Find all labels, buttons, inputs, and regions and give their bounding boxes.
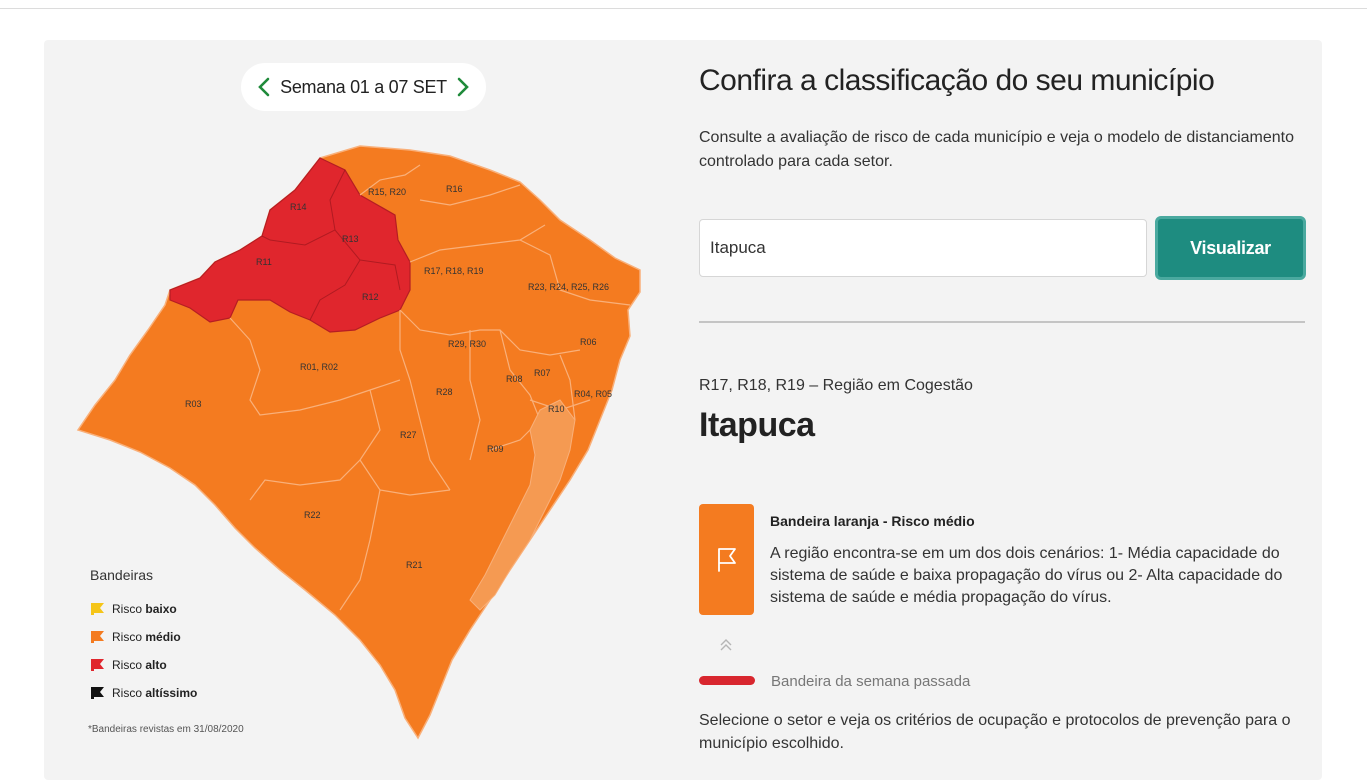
- sector-instruction-text: Selecione o setor e veja os critérios de…: [699, 712, 1291, 752]
- map-region-red: [169, 157, 411, 333]
- map-label: R08: [506, 374, 523, 384]
- legend-prefix: Risco: [112, 658, 143, 672]
- legend-title: Bandeiras: [90, 567, 154, 583]
- map-label: R10: [548, 404, 565, 414]
- flag-title: Bandeira laranja - Risco médio: [770, 513, 975, 529]
- map-label: R17, R18, R19: [424, 266, 484, 276]
- map-labels: R14 R13 R11 R12 R15, R20 R16 R17, R18, R…: [185, 184, 612, 570]
- map-label: R06: [580, 337, 597, 347]
- map-label: R14: [290, 202, 307, 212]
- map-label: R07: [534, 368, 551, 378]
- page-description: Consulte a avaliação de risco de cada mu…: [699, 129, 1295, 170]
- map-borders: [229, 164, 631, 611]
- legend-prefix: Risco: [112, 686, 143, 700]
- section-divider: [699, 321, 1305, 323]
- flag-badge: [699, 504, 754, 615]
- legend-item-altissimo: Risco altíssimo: [90, 679, 197, 707]
- chevron-left-icon[interactable]: [253, 76, 275, 98]
- map-label: R12: [362, 292, 379, 302]
- map-label: R21: [406, 560, 423, 570]
- previous-week-label: Bandeira da semana passada: [771, 673, 971, 690]
- legend-level: médio: [145, 630, 181, 644]
- flag-icon: [91, 631, 104, 643]
- flag-outline-icon: [717, 547, 736, 572]
- map-red-borders: [261, 169, 401, 321]
- top-divider: [0, 8, 1367, 9]
- flag-description: A região encontra-se em um dos dois cená…: [770, 545, 1283, 606]
- chevron-right-icon[interactable]: [452, 76, 474, 98]
- legend-item-baixo: Risco baixo: [90, 595, 197, 623]
- map-label: R16: [446, 184, 463, 194]
- previous-week-flag-bar: [699, 676, 755, 685]
- map-label: R27: [400, 430, 417, 440]
- map-label: R13: [342, 234, 359, 244]
- legend-level: altíssimo: [145, 686, 198, 700]
- map-label: R23, R24, R25, R26: [528, 282, 609, 292]
- flag-icon: [91, 603, 104, 615]
- region-line: R17, R18, R19 – Região em Cogestão: [699, 377, 973, 394]
- legend-item-medio: Risco médio: [90, 623, 197, 651]
- map-label: R09: [487, 444, 504, 454]
- legend-prefix: Risco: [112, 630, 143, 644]
- flag-icon: [91, 659, 104, 671]
- map-label: R29, R30: [448, 339, 486, 349]
- double-chevron-up-icon[interactable]: [717, 636, 735, 659]
- map-label: R04, R05: [574, 389, 612, 399]
- legend-item-alto: Risco alto: [90, 651, 197, 679]
- map-label: R15, R20: [368, 187, 406, 197]
- legend-prefix: Risco: [112, 602, 143, 616]
- map-label: R01, R02: [300, 362, 338, 372]
- map-lagoon: [469, 399, 576, 611]
- flag-icon: [91, 687, 104, 699]
- week-selector: Semana 01 a 07 SET: [241, 63, 486, 111]
- legend-level: alto: [145, 658, 167, 672]
- rs-risk-map: R14 R13 R11 R12 R15, R20 R16 R17, R18, R…: [76, 145, 641, 740]
- visualizar-button[interactable]: Visualizar: [1155, 216, 1306, 280]
- legend-level: baixo: [145, 602, 177, 616]
- map-legend: Bandeiras Risco baixo Risco médio Risco …: [90, 567, 197, 707]
- week-label: Semana 01 a 07 SET: [280, 76, 447, 97]
- city-name: Itapuca: [699, 406, 815, 444]
- legend-footnote: *Bandeiras revistas em 31/08/2020: [88, 724, 244, 735]
- map-label: R11: [256, 257, 272, 267]
- map-label: R22: [304, 510, 321, 520]
- municipality-search-input[interactable]: [699, 219, 1147, 277]
- map-label: R03: [185, 399, 202, 409]
- map-label: R28: [436, 387, 453, 397]
- page-title: Confira a classificação do seu município: [699, 64, 1215, 97]
